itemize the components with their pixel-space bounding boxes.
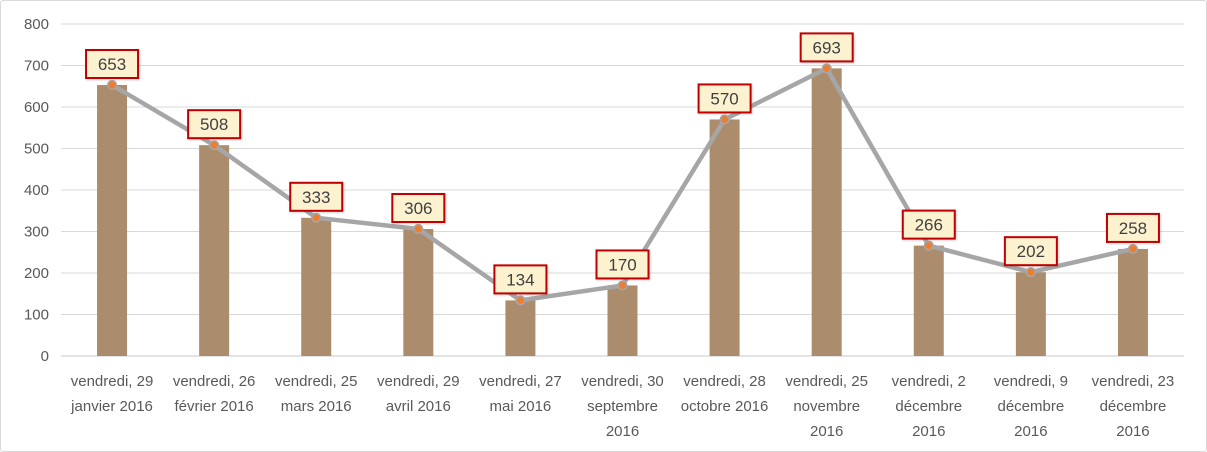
data-label-box [187, 109, 242, 140]
y-tick-label: 200 [24, 265, 49, 282]
data-point-marker [1025, 267, 1036, 278]
data-label: 202 [1003, 236, 1058, 267]
data-label-box [1003, 236, 1058, 267]
x-tick-label: vendredi, 26 février 2016 [173, 373, 256, 415]
data-label: 134 [493, 264, 548, 295]
x-tick-label: vendredi, 25 novembre 2016 [785, 373, 868, 440]
data-point-marker [1127, 243, 1139, 255]
data-point-marker [515, 295, 526, 306]
data-label: 693 [799, 32, 854, 63]
data-point-marker [821, 63, 832, 74]
data-label-value: 266 [915, 216, 943, 235]
data-label-value: 693 [812, 38, 840, 57]
data-label-box [391, 193, 446, 224]
data-point-marker [209, 140, 220, 151]
y-tick-label: 400 [24, 182, 49, 199]
data-label-value: 508 [200, 115, 228, 134]
x-tick-label: vendredi, 29 avril 2016 [377, 373, 460, 415]
data-point-marker [617, 280, 628, 291]
x-tick-label: vendredi, 23 décembre 2016 [1092, 373, 1175, 440]
bar [97, 85, 128, 356]
data-label-box [1105, 212, 1160, 243]
data-label-box [493, 264, 548, 295]
bar [1015, 272, 1046, 356]
data-label: 258 [1105, 212, 1160, 243]
data-label-box [85, 49, 140, 80]
data-label-box [799, 32, 854, 63]
data-point-marker [413, 223, 424, 235]
y-tick-label: 600 [24, 99, 49, 116]
data-label-value: 306 [404, 199, 432, 218]
y-tick-label: 500 [24, 141, 49, 158]
y-tick-label: 800 [24, 16, 49, 33]
data-labels: 653 508 333 306 134 170 570 693 266 202 258 [85, 32, 1160, 295]
bar-series [97, 68, 1148, 356]
data-label-value: 570 [710, 89, 738, 108]
x-axis-labels: vendredi, 29 janvier 2016 vendredi, 26 févr… [70, 373, 1174, 440]
x-tick-label: vendredi, 9 décembre 2016 [994, 373, 1068, 440]
data-label: 333 [289, 181, 344, 212]
bar [913, 245, 944, 356]
y-axis-labels: 0 100 200 300 400 500 600 700 800 [24, 16, 49, 365]
data-point-marker [719, 114, 730, 125]
data-label: 570 [697, 83, 752, 114]
gridlines [61, 23, 1184, 357]
data-label-value: 202 [1017, 242, 1045, 261]
x-tick-label: vendredi, 29 janvier 2016 [70, 373, 153, 415]
bar [1117, 248, 1148, 356]
data-label-box [595, 249, 650, 280]
data-point-marker [106, 79, 118, 91]
data-label-value: 258 [1119, 219, 1147, 238]
data-label-box [901, 209, 956, 240]
bar [811, 68, 842, 356]
bar [199, 145, 230, 356]
data-point-marker [311, 212, 322, 223]
data-label-value: 333 [302, 188, 330, 207]
data-label-value: 653 [98, 55, 126, 74]
bar [709, 119, 740, 356]
data-label: 170 [595, 249, 650, 280]
data-label-box [697, 83, 752, 114]
x-tick-label: vendredi, 27 mai 2016 [479, 373, 562, 415]
data-label-value: 134 [506, 270, 534, 289]
x-tick-label: vendredi, 2 décembre 2016 [892, 373, 966, 440]
bar [301, 217, 332, 356]
y-tick-label: 300 [24, 224, 49, 241]
data-label: 508 [187, 109, 242, 140]
x-tick-label: vendredi, 30 septembre 2016 [581, 373, 664, 440]
y-tick-label: 700 [24, 58, 49, 75]
data-label: 653 [85, 49, 140, 80]
y-tick-label: 100 [24, 307, 49, 324]
bar [607, 285, 638, 356]
data-label-box [289, 181, 344, 212]
y-tick-label: 0 [41, 348, 49, 365]
data-label: 306 [391, 193, 446, 224]
bar [403, 229, 434, 356]
marker-series [106, 63, 1139, 306]
data-label-value: 170 [608, 255, 636, 274]
bar [505, 300, 536, 356]
data-point-marker [923, 240, 934, 251]
x-tick-label: vendredi, 25 mars 2016 [275, 373, 358, 415]
data-label: 266 [901, 209, 956, 240]
x-tick-label: vendredi, 28 octobre 2016 [681, 373, 769, 415]
